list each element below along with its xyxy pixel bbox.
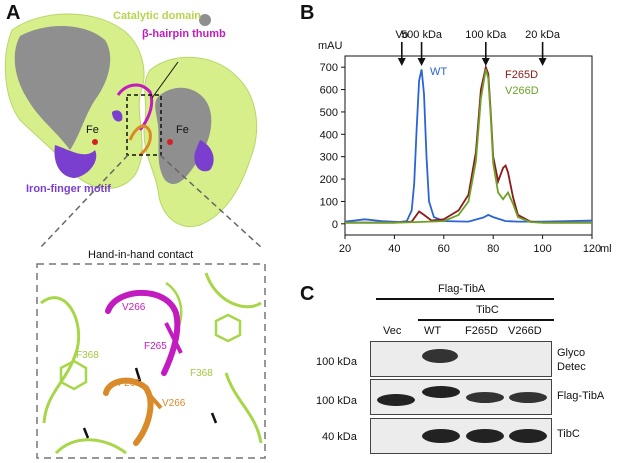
contact-title: Hand-in-hand contact [88,249,194,261]
panel-a-structure [4,13,263,249]
marker-arrow-head [397,58,406,66]
hairpin-orange [128,124,152,157]
row3-label: TibC [557,428,580,440]
hairpin-magenta [116,83,154,131]
y-tick-label: 200 [320,174,338,186]
marker-label: Vo [395,29,408,41]
band-tibc-f265d [466,429,504,443]
selection-box [126,94,162,156]
x-tick-label: 120 [583,243,601,255]
legend-f265d: F265D [505,69,538,81]
f368-right-label: F368 [190,368,213,379]
f265-bottom-label: F265 [118,378,141,389]
y-tick-label: 300 [320,152,338,164]
y-tick-label: 500 [320,107,338,119]
zoom-detail [36,263,266,459]
iron-finger-left [54,145,97,178]
beta-hairpin-label: β-hairpin thumb [142,28,226,40]
marker-label: 20 kDa [525,29,561,41]
group-tibc-line [418,319,554,321]
left-gray-cavity [14,25,111,150]
x-tick-label: 60 [438,243,450,255]
iron-finger-right [194,140,214,172]
y-tick-label: 700 [320,62,338,74]
lane-label-vec: Vec [383,325,402,337]
fe-atom-right [167,139,173,145]
legend-v266d: V266D [505,85,539,97]
blot-row-flag [370,379,552,415]
panel-c-letter: C [300,283,315,305]
f368-left-label: F368 [76,350,99,361]
iron-finger-label: Iron-finger motif [26,183,111,195]
x-tick-label: 100 [533,243,551,255]
x-tick-label: 20 [339,243,351,255]
plot-frame [344,55,593,236]
series-v266d-line [345,69,592,224]
marker-arrow-head [538,58,547,66]
catalytic-domain-label: Catalytic domain [113,10,202,22]
x-tick-label: 40 [388,243,400,255]
blot-row-glyco [370,341,552,377]
panel-a-letter: A [6,2,21,24]
y-axis-label: mAU [318,40,343,52]
lane-label-wt: WT [424,325,442,337]
mw-row1: 100 kDa [316,356,357,368]
marker-arrow-head [417,58,426,66]
f265-top-label: F265 [144,341,167,352]
v266-bottom-label: V266 [162,398,186,409]
group-flag-label: Flag-TibA [438,283,486,295]
group-flag-line [376,298,554,300]
blot-row-tibc [370,418,552,454]
sec-chart: 0 100 200 300 400 500 600 700 20 40 60 80 100 120 Vo50… [320,29,602,255]
row1-label-b: Detec [557,361,586,373]
band-flag-f265d [466,392,504,403]
marker-label: 500 kDa [401,29,443,41]
x-axis-label: ml [600,243,612,255]
iron-finger-top [112,110,123,122]
mw-row2: 100 kDa [316,395,357,407]
y-tick-label: 0 [332,219,338,231]
band-glyco-wt [422,349,458,363]
marker-arrow-head [481,58,490,66]
y-tick-label: 600 [320,85,338,97]
band-flag-wt [422,386,460,398]
band-flag-v266d [509,392,547,403]
mw-row3: 40 kDa [322,431,357,443]
fe-label-right: Fe [176,124,189,136]
legend-wt: WT [430,66,447,78]
lane-label-f265d: F265D [465,325,499,337]
marker-label: 100 kDa [465,29,507,41]
panel-b-letter: B [300,2,315,24]
band-flag-vec [377,394,415,406]
group-tibc-label: TibC [476,304,499,316]
fe-atom-left [92,139,98,145]
v266-top-label: V266 [122,302,146,313]
band-tibc-wt [422,429,460,443]
y-tick-label: 100 [320,196,338,208]
fe-label-left: Fe [86,124,99,136]
band-tibc-v266d [509,429,547,443]
y-tick-label: 400 [320,129,338,141]
lane-label-v266d: V266D [508,325,542,337]
row2-label: Flag-TibA [557,390,605,402]
x-tick-label: 80 [487,243,499,255]
row1-label-a: Glyco [557,347,586,359]
